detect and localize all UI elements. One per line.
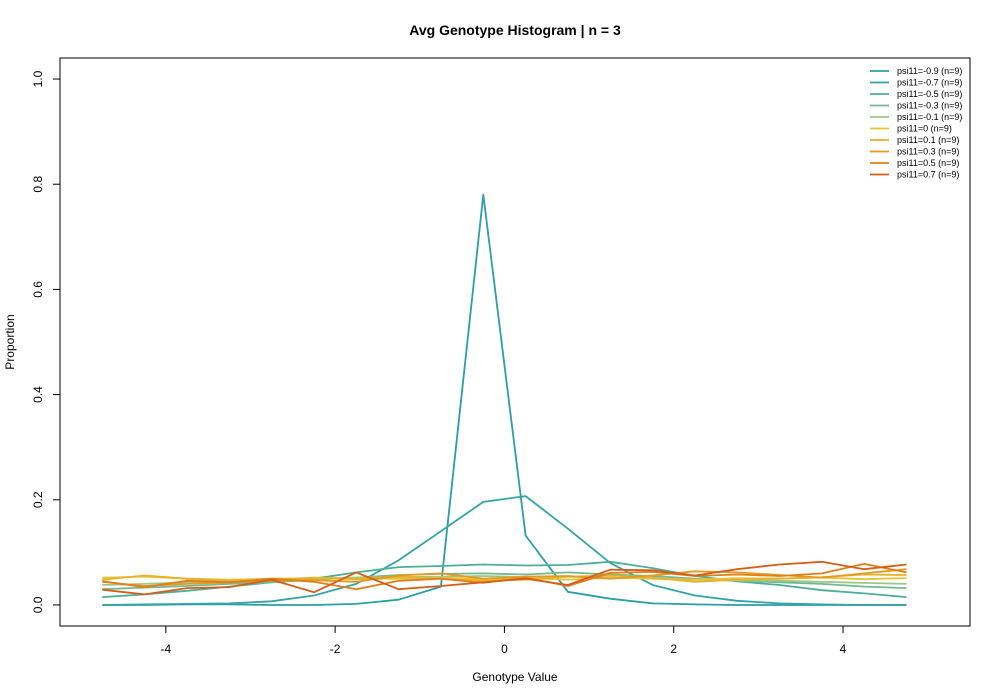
x-tick-label: 4 bbox=[840, 642, 847, 656]
y-tick-label: 0.6 bbox=[31, 281, 45, 298]
legend-entry-label: psi11=0.7 (n=9) bbox=[897, 170, 959, 180]
x-axis-label: Genotype Value bbox=[472, 670, 557, 684]
chart-title: Avg Genotype Histogram | n = 3 bbox=[409, 22, 621, 38]
y-tick-label: 0.4 bbox=[31, 386, 45, 403]
x-axis: -4 -2 0 2 4 bbox=[160, 626, 847, 656]
x-tick-label: -4 bbox=[160, 642, 171, 656]
series-line bbox=[102, 495, 907, 606]
series-line bbox=[102, 560, 907, 596]
legend-entry-label: psi11=-0.9 (n=9) bbox=[897, 66, 962, 76]
y-axis-label: Proportion bbox=[3, 314, 17, 369]
legend: psi11=-0.9 (n=9)psi11=-0.7 (n=9)psi11=-0… bbox=[870, 66, 962, 180]
series-group bbox=[102, 193, 907, 606]
legend-entry-label: psi11=-0.5 (n=9) bbox=[897, 89, 962, 99]
legend-entry-label: psi11=-0.3 (n=9) bbox=[897, 101, 962, 111]
y-axis: 0.0 0.2 0.4 0.6 0.8 1.0 bbox=[31, 70, 60, 613]
legend-entry-label: psi11=0.1 (n=9) bbox=[897, 135, 959, 145]
y-tick-label: 0.0 bbox=[31, 596, 45, 613]
x-tick-label: 2 bbox=[670, 642, 677, 656]
y-tick-label: 1.0 bbox=[31, 70, 45, 87]
legend-entry-label: psi11=-0.7 (n=9) bbox=[897, 78, 962, 88]
legend-entry-label: psi11=0 (n=9) bbox=[897, 124, 952, 134]
x-tick-label: 0 bbox=[501, 642, 508, 656]
x-tick-label: -2 bbox=[330, 642, 341, 656]
y-tick-label: 0.8 bbox=[31, 176, 45, 193]
y-tick-label: 0.2 bbox=[31, 491, 45, 508]
legend-entry-label: psi11=-0.1 (n=9) bbox=[897, 112, 962, 122]
legend-entry-label: psi11=0.5 (n=9) bbox=[897, 158, 959, 168]
plot-frame bbox=[59, 57, 971, 627]
series-line bbox=[102, 193, 907, 606]
series-line bbox=[102, 571, 907, 591]
legend-entry-label: psi11=0.3 (n=9) bbox=[897, 147, 959, 157]
